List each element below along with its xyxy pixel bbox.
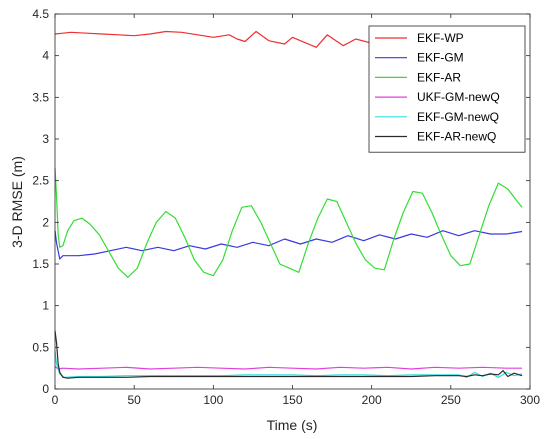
y-tick-label: 1 (42, 299, 49, 313)
legend-box (368, 25, 526, 153)
y-tick-label: 3 (42, 132, 49, 146)
x-tick-label: 50 (127, 393, 141, 407)
y-tick-label: 1.5 (32, 257, 49, 271)
legend-label: EKF-WP (417, 31, 464, 45)
x-tick-label: 200 (362, 393, 382, 407)
x-tick-label: 300 (520, 393, 540, 407)
series-line-2 (54, 230, 523, 260)
x-tick-label: 100 (203, 393, 223, 407)
series-layer (54, 30, 523, 379)
series-line-3 (54, 168, 523, 278)
axes-layer: 0 50 100 150 200 250 300 0 0.5 1 1.5 2 2.5 3 3.5 4 4.5 (32, 7, 540, 407)
legend: EKF-WP EKF-GM EKF-AR UKF-GM-newQ EKF-GM-newQ… (368, 25, 526, 153)
x-axis-title: Time (s) (267, 417, 318, 433)
legend-label: EKF-AR (417, 70, 461, 84)
y-tick-label: 4 (42, 49, 49, 63)
y-tick-label: 4.5 (32, 7, 49, 21)
legend-label: EKF-GM (417, 51, 464, 65)
series-line-4 (54, 366, 523, 370)
series-line-6 (54, 330, 523, 379)
y-axis-title: 3-D RMSE (m) (9, 156, 25, 248)
x-tick-label: 0 (52, 393, 59, 407)
legend-label: EKF-AR-newQ (417, 130, 496, 144)
y-tick-label: 2 (42, 215, 49, 229)
y-tick-label: 0.5 (32, 340, 49, 354)
legend-label: UKF-GM-newQ (417, 90, 500, 104)
y-tick-label: 2.5 (32, 174, 49, 188)
y-tick-label: 0 (42, 382, 49, 396)
x-tick-label: 250 (441, 393, 461, 407)
y-tick-label: 3.5 (32, 90, 49, 104)
x-tick-label: 150 (282, 393, 302, 407)
legend-label: EKF-GM-newQ (417, 110, 499, 124)
